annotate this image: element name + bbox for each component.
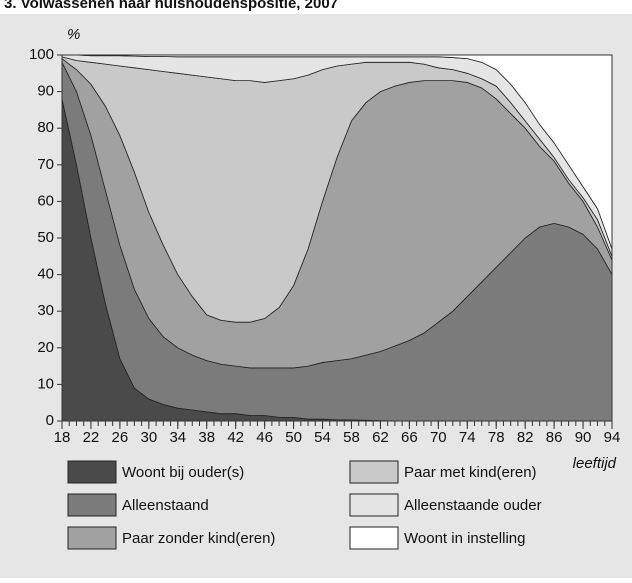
legend-label: Woont in instelling: [404, 530, 525, 547]
y-tick-label: 10: [37, 375, 54, 392]
legend-swatch: [67, 460, 117, 484]
legend-label: Alleenstaande ouder: [404, 497, 542, 514]
x-tick-label: 46: [256, 429, 273, 446]
x-tick-label: 18: [54, 429, 71, 446]
legend-swatch: [67, 526, 117, 550]
legend-swatch: [67, 493, 117, 517]
x-tick-label: 82: [517, 429, 534, 446]
x-tick-label: 78: [488, 429, 505, 446]
y-tick-label: 70: [37, 156, 54, 173]
x-tick-label: 50: [285, 429, 302, 446]
legend-label: Paar zonder kind(eren): [122, 530, 275, 547]
x-tick-label: 70: [430, 429, 447, 446]
legend-swatch: [349, 460, 399, 484]
y-tick-label: 90: [37, 83, 54, 100]
y-tick-label: 40: [37, 266, 54, 283]
x-tick-label: 22: [83, 429, 100, 446]
x-tick-label: 34: [169, 429, 186, 446]
x-tick-label: 38: [198, 429, 215, 446]
x-tick-label: 62: [372, 429, 389, 446]
legend-swatch: [349, 493, 399, 517]
x-tick-label: 90: [575, 429, 592, 446]
x-tick-label: 86: [546, 429, 563, 446]
x-tick-label: 66: [401, 429, 418, 446]
x-tick-label: 94: [604, 429, 621, 446]
x-tick-label: 30: [140, 429, 157, 446]
x-tick-label: 58: [343, 429, 360, 446]
y-tick-label: 20: [37, 339, 54, 356]
y-tick-label: 100: [29, 46, 54, 63]
chart-title: 3. Volwassenen naar huishoudenspositie, …: [4, 0, 338, 12]
x-tick-label: 26: [112, 429, 129, 446]
legend-label: Alleenstaand: [122, 497, 209, 514]
legend-label: Paar met kind(eren): [404, 464, 537, 481]
y-tick-label: 30: [37, 302, 54, 319]
y-tick-label: 50: [37, 229, 54, 246]
x-tick-label: 74: [459, 429, 476, 446]
y-tick-label: 60: [37, 192, 54, 209]
legend-swatch: [349, 526, 399, 550]
x-tick-label: 42: [227, 429, 244, 446]
legend-label: Woont bij ouder(s): [122, 464, 244, 481]
y-tick-label: 80: [37, 119, 54, 136]
x-tick-label: 54: [314, 429, 331, 446]
y-axis-label: %: [67, 26, 80, 43]
y-tick-label: 0: [46, 412, 54, 429]
x-axis-label: leeftijd: [573, 455, 617, 472]
